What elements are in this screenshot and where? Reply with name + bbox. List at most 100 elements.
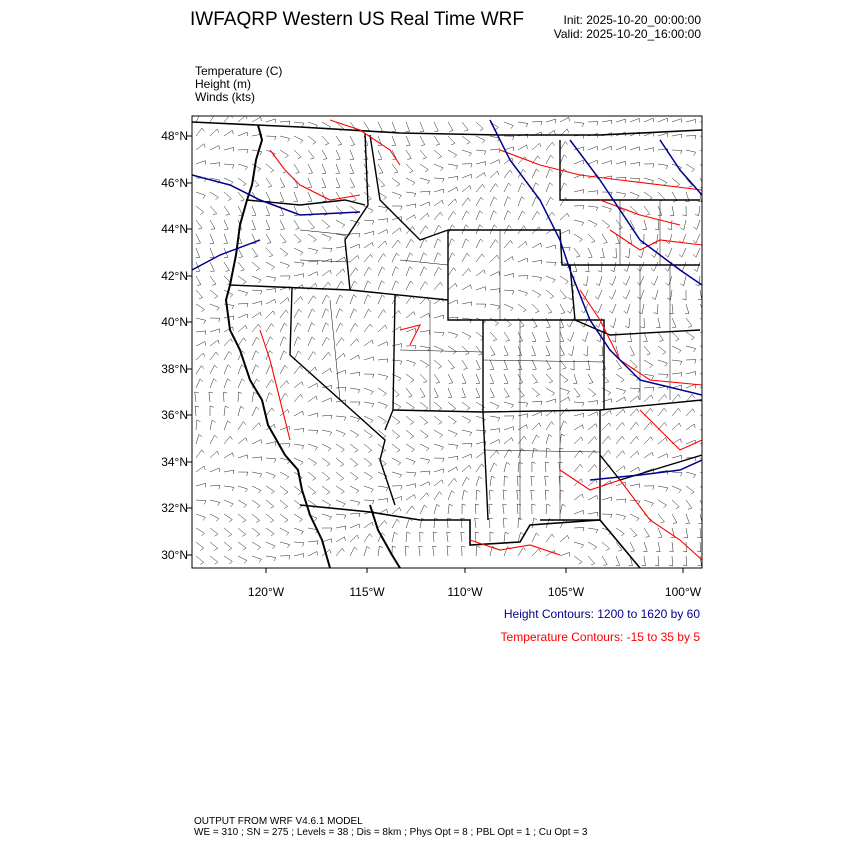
wind-barb bbox=[335, 245, 347, 251]
wind-barb bbox=[503, 331, 511, 342]
wind-barb bbox=[615, 513, 627, 520]
wind-barb bbox=[363, 373, 375, 379]
wind-barb bbox=[433, 121, 439, 132]
wind-barb bbox=[377, 358, 389, 363]
wind-barb bbox=[489, 475, 496, 487]
wind-barb bbox=[697, 289, 702, 301]
wind-barb bbox=[531, 422, 542, 431]
wind-barb bbox=[433, 238, 441, 249]
wind-barb bbox=[573, 541, 585, 549]
wind-barb bbox=[601, 398, 612, 403]
wind-barb bbox=[349, 499, 361, 506]
wind-barb bbox=[349, 534, 360, 543]
wind-barb bbox=[307, 351, 316, 361]
wind-barb bbox=[657, 407, 667, 417]
wind-barb bbox=[643, 407, 653, 417]
wind-barb bbox=[461, 173, 472, 179]
wind-barb bbox=[321, 322, 329, 333]
wind-barb bbox=[587, 555, 596, 566]
wind-barb bbox=[419, 163, 429, 173]
wind-barb bbox=[503, 273, 514, 278]
wind-barb bbox=[293, 336, 301, 347]
wind-barb bbox=[293, 428, 305, 433]
wind-barb bbox=[572, 261, 578, 272]
wind-barb bbox=[669, 303, 674, 315]
wind-barb bbox=[265, 149, 276, 157]
wind-barb bbox=[545, 289, 555, 299]
wind-barb bbox=[237, 499, 248, 508]
wind-barb bbox=[349, 338, 359, 347]
wind-barb bbox=[638, 247, 645, 259]
wind-barb bbox=[363, 219, 375, 225]
wind-barb bbox=[433, 491, 443, 501]
wind-barb bbox=[419, 429, 429, 439]
wind-barb bbox=[502, 503, 507, 515]
wind-barb bbox=[517, 424, 528, 431]
wind-barb bbox=[531, 359, 537, 370]
wind-barb bbox=[405, 471, 417, 477]
wind-barb bbox=[671, 345, 682, 354]
wind-barb bbox=[335, 457, 345, 467]
wind-barb bbox=[419, 415, 429, 425]
wind-barb bbox=[615, 408, 626, 417]
wind-barb bbox=[601, 387, 612, 396]
wind-barb bbox=[559, 503, 566, 515]
wind-barb bbox=[265, 441, 276, 446]
wind-barb bbox=[517, 168, 526, 179]
wind-barb bbox=[363, 280, 371, 291]
wind-barb bbox=[629, 527, 638, 538]
wind-barb bbox=[567, 331, 575, 342]
wind-barb bbox=[489, 183, 499, 193]
wind-barb bbox=[531, 155, 541, 165]
wind-barb bbox=[566, 317, 575, 328]
wind-barb bbox=[461, 197, 471, 207]
wind-barb bbox=[251, 350, 259, 361]
wind-barb bbox=[559, 359, 567, 370]
wind-barb bbox=[503, 146, 514, 151]
wind-barb bbox=[685, 119, 696, 124]
wind-barb bbox=[545, 503, 551, 515]
wind-barb bbox=[419, 225, 429, 235]
wind-barb bbox=[265, 205, 271, 216]
wind-barb bbox=[391, 443, 401, 453]
wind-barb bbox=[573, 189, 584, 194]
wind-barb bbox=[363, 323, 373, 333]
wind-barb bbox=[265, 392, 273, 403]
wind-barb bbox=[461, 268, 471, 277]
wind-barb bbox=[475, 253, 485, 263]
wind-barb bbox=[587, 145, 598, 151]
field-height: Height (m) bbox=[195, 77, 252, 91]
wind-barb bbox=[391, 252, 400, 263]
lat-label: 40°N bbox=[161, 315, 188, 329]
wind-barb bbox=[195, 275, 202, 286]
wind-barb bbox=[601, 373, 610, 384]
wind-barb bbox=[209, 419, 216, 431]
wind-barb bbox=[321, 538, 332, 543]
wind-barb bbox=[489, 239, 499, 249]
wind-barb bbox=[251, 233, 257, 244]
wind-barb bbox=[545, 387, 556, 396]
wind-barb bbox=[685, 371, 696, 376]
wind-barb bbox=[461, 489, 468, 501]
wind-barb bbox=[594, 303, 603, 314]
wind-barb bbox=[209, 351, 219, 361]
wind-barb bbox=[279, 350, 287, 361]
wind-barb bbox=[349, 457, 359, 467]
wind-barb bbox=[335, 177, 341, 188]
wind-barb bbox=[433, 199, 444, 207]
wind-barb bbox=[223, 485, 235, 492]
wind-barb bbox=[639, 233, 645, 245]
wind-barb bbox=[433, 149, 443, 159]
wind-barb bbox=[349, 163, 355, 174]
wind-barb bbox=[223, 420, 231, 431]
wind-barb bbox=[531, 142, 542, 151]
wind-barb bbox=[405, 203, 417, 208]
wind-barb bbox=[223, 289, 234, 298]
wind-barb bbox=[573, 373, 578, 384]
wind-barb bbox=[349, 485, 360, 494]
wind-barb bbox=[597, 261, 603, 273]
wind-barb bbox=[643, 513, 653, 523]
wind-barb bbox=[530, 489, 535, 501]
wind-barb bbox=[559, 407, 569, 417]
wind-barb bbox=[629, 373, 640, 382]
